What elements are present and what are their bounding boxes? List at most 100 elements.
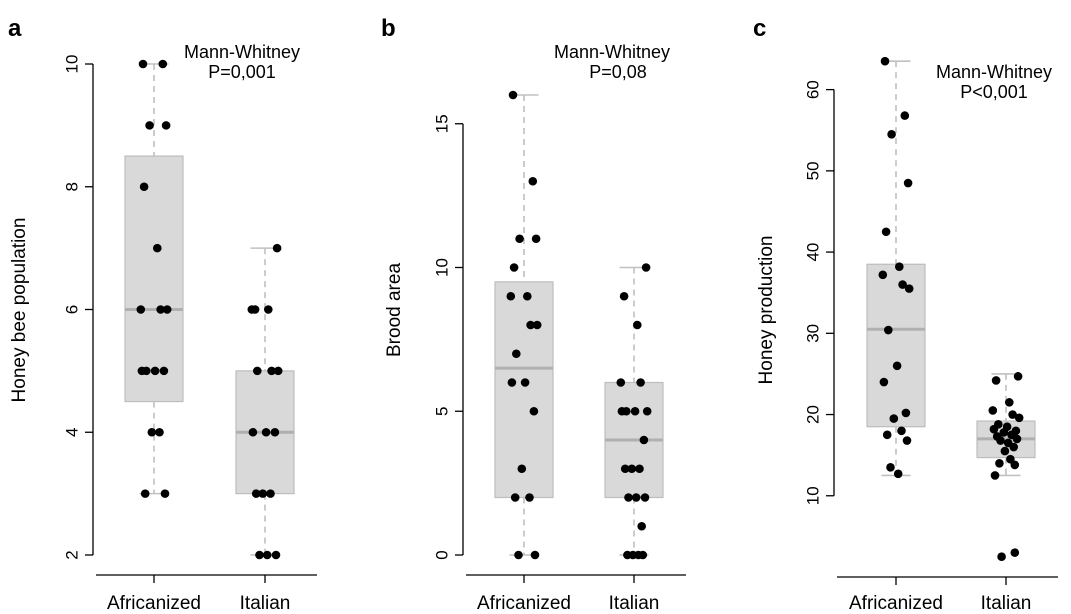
panel-c-africanized-point [887,129,896,139]
panel-a-p-value: P=0,001 [208,62,276,82]
panel-a-africanized-point [158,59,168,69]
panel-a-letter: a [8,15,22,42]
panel-b-africanized-point [529,406,539,416]
panel-c-africanized-point [898,280,907,289]
panel-c-africanized-point [886,463,895,472]
panel-b-africanized-point [532,320,542,330]
panel-c-africanized-point [892,361,902,371]
panel-b-y-tick-label: 5 [432,407,451,416]
panel-c-africanized-point [900,111,910,120]
panel-c-italian-point [990,471,1000,480]
panel-c-italian-point [1008,410,1017,419]
panel-a-africanized-point [147,427,157,437]
panel-b-italian-point [638,550,648,560]
panel-a-italian-point [273,366,283,376]
panel-b-italian-point [631,493,641,502]
panel-b-africanized-point [517,464,527,474]
panel-c-italian-point [1009,442,1018,452]
panel-b-africanized-point [506,291,516,301]
panel-a-africanized-box [124,155,184,403]
panel-c-africanized-point [879,377,889,387]
panel-a-y-tick-label: 4 [62,428,81,437]
panel-c-italian-point [995,458,1004,468]
panel-b-africanized-point [509,263,519,272]
panel-b-italian-point [617,406,627,416]
panel-c-italian-point [1010,548,1020,557]
panel-b-y-tick-label: 10 [432,258,451,277]
panel-c-africanized-point [901,408,911,418]
panel-a-italian-point [270,427,280,437]
panel-c-italian-point [1014,413,1024,423]
panel-b-africanized-point [528,176,538,186]
panel-c-category-africanized: Africanized [849,593,943,614]
panel-c-africanized-point [903,178,913,188]
panel-c-plot: 10 20 30 40 50 60 [803,56,1058,585]
panel-c-africanized-box [866,263,926,428]
panel-a-plot: 2 4 6 8 10 [62,55,317,583]
panel-b-y-tick-label: 15 [432,114,451,133]
panel-b-africanized-point [520,378,530,387]
panel-c-test-name: Mann-Whitney [936,62,1052,82]
panel-b-p-value: P=0,08 [589,62,647,82]
panel-b-italian-point [635,464,644,474]
panel-c-italian-point [999,428,1009,437]
panel-b-italian-point [624,493,633,502]
panel-c-italian-point [1005,398,1014,407]
panel-a-africanized-point [138,59,148,69]
panel-c-ylabel: Honey production [756,236,777,385]
panel-c-y-tick-label: 40 [803,243,822,262]
panel-b-italian-point [641,263,651,272]
panel-c-africanized-point [897,426,906,436]
panel-c-africanized-point [904,284,914,293]
panel-c-africanized-point [902,436,912,445]
panel-a-italian-point [261,427,271,437]
panel-a-italian-point [267,366,276,376]
panel-b-italian-point [637,521,646,531]
panel-a-category-africanized: Africanized [107,593,201,614]
panel-c-africanized-point [880,56,890,66]
panel-a-africanized-point [140,489,150,498]
panel-a-italian-point [247,305,257,314]
panel-b-italian-point [620,464,630,474]
panel-b-africanized-point [512,349,521,359]
panel-b-italian-point [642,406,652,416]
panel-c-italian-point [988,406,998,415]
panel-b-africanized-box [494,281,554,499]
panel-c-y-tick-label: 50 [803,161,822,180]
panel-c-y-tick-label: 30 [803,324,822,343]
panel-a-africanized-point [145,121,154,130]
panel-b-africanized-point [523,291,532,301]
panel-a-africanized-point [160,489,170,498]
panel-c-y-tick-label: 60 [803,80,822,99]
panel-a-category-italian: Italian [240,593,291,614]
panel-a-italian-point [271,550,281,560]
panel-b-italian-point [627,464,637,474]
panel-a-africanized-point [139,182,149,192]
panel-a-italian-point [262,550,272,560]
panel-a-africanized-point [162,305,172,314]
panel-a-test-name: Mann-Whitney [184,42,300,62]
panel-b-category-italian: Italian [609,593,660,614]
panel-c-italian-point [996,436,1005,445]
panel-b-italian-point [639,435,649,445]
panel-c-category-italian: Italian [981,593,1032,614]
panel-c: c Honey production 10 20 30 40 50 60 Mann-Whi… [753,15,1058,614]
panel-c-africanized-point [881,227,891,237]
panel-a-y-tick-label: 10 [62,55,81,74]
panel-a-africanized-point [161,121,171,130]
panel-a-y-tick-label: 6 [62,305,81,314]
panel-c-africanized-point [889,414,899,423]
panel-b-africanized-point [526,320,535,330]
panel-c-africanized-point [893,469,903,479]
panel-a-africanized-point [137,366,147,376]
panel-b-italian-point [623,550,632,560]
panel-a-italian-point [251,489,261,498]
panel-a-africanized-point [136,305,146,314]
panel-a-africanized-point [150,366,160,376]
panel-c-africanized-point [884,325,893,335]
panel-a-africanized-point [155,427,164,437]
panel-c-italian-point [997,552,1006,561]
panel-b-africanized-point [525,493,534,502]
panel-b-y-tick-label: 0 [432,550,451,559]
